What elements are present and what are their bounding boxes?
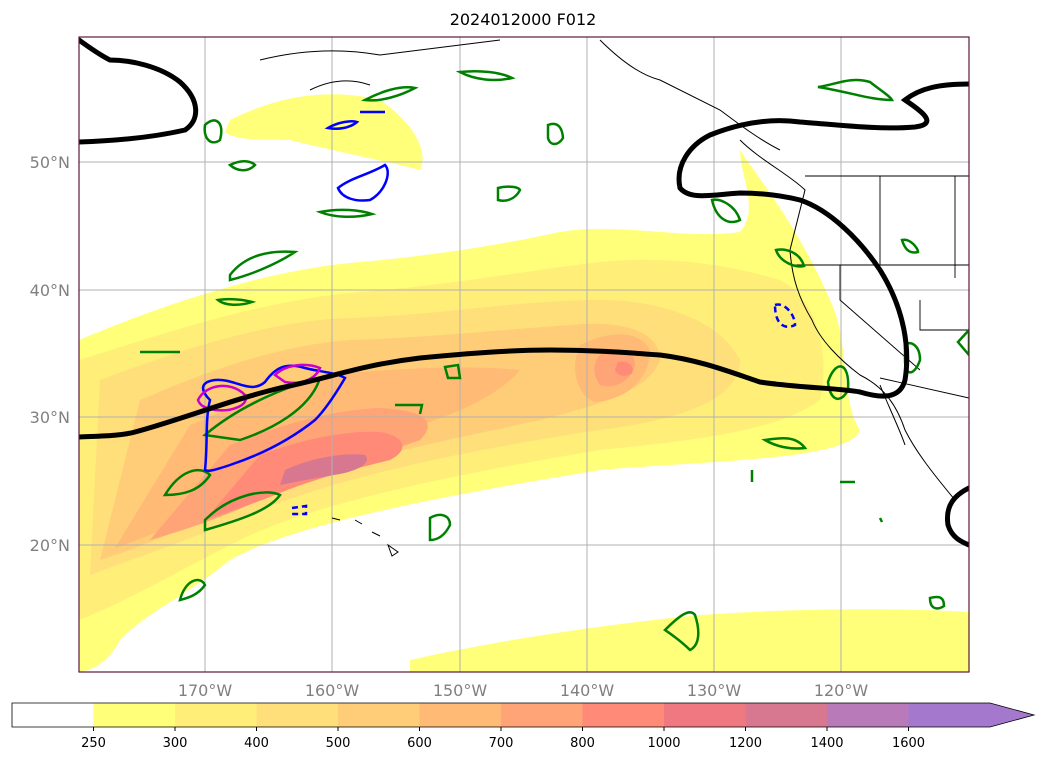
colorbar-segment <box>12 703 94 727</box>
green-contour-8 <box>546 122 565 146</box>
colorbar-segment <box>582 703 665 727</box>
magenta-contour-1 <box>196 384 248 412</box>
lat-label-20n: 20°N <box>30 536 70 555</box>
blue-contour-1 <box>201 364 347 473</box>
latitude-labels: 50°N 40°N 30°N 20°N <box>30 153 70 555</box>
green-contour-16 <box>900 238 920 254</box>
green-contour-14 <box>428 513 452 542</box>
canada-coast <box>739 139 806 251</box>
colorbar-tick-label: 800 <box>570 736 595 751</box>
lon-label-170w: 170°W <box>178 681 233 700</box>
colorbar-segment <box>175 703 257 727</box>
lon-label-150w: 150°W <box>433 681 488 700</box>
colorbar: 250 300 400 500 600 700 800 1000 1200 1400 1600 <box>11 702 1036 751</box>
hawaii-islands <box>331 517 399 557</box>
green-contour-19 <box>203 119 223 144</box>
lon-label-130w: 130°W <box>687 681 742 700</box>
lon-label-160w: 160°W <box>305 681 360 700</box>
green-contours <box>140 70 969 652</box>
green-contour-23 <box>215 297 257 306</box>
colorbar-tick-label: 250 <box>81 736 106 751</box>
lat-label-30n: 30°N <box>30 408 70 427</box>
green-contour-18 <box>928 595 946 610</box>
lat-label-40n: 40°N <box>30 281 70 300</box>
state-borders <box>792 176 969 399</box>
colorbar-tick-label: 600 <box>407 736 432 751</box>
green-contour-22 <box>315 208 377 218</box>
colorbar-extend-segment <box>908 703 1034 727</box>
colorbar-tick-label: 400 <box>244 736 269 751</box>
colorbar-segment <box>745 703 828 727</box>
colorbar-tick-label: 700 <box>489 736 514 751</box>
jet-contours <box>79 37 969 548</box>
colorbar-outline <box>11 702 1036 728</box>
green-contour-15 <box>817 78 895 102</box>
blue-contour-2 <box>336 163 389 202</box>
borders <box>792 175 969 399</box>
colorbar-segment <box>419 703 502 727</box>
jet-axis-main <box>79 81 969 440</box>
overlays <box>79 37 969 652</box>
colorbar-segment <box>827 703 909 727</box>
colorbar-tick-label: 300 <box>163 736 188 751</box>
colorbar-tick-label: 500 <box>326 736 351 751</box>
alaska-coast <box>259 39 781 151</box>
coastlines <box>259 39 956 557</box>
us-west-coast <box>789 249 956 501</box>
colorbar-segment <box>93 703 176 727</box>
colorbar-tick-label: 1400 <box>810 736 843 751</box>
green-contour-1 <box>162 469 212 497</box>
ivt-fill-600 <box>115 367 520 548</box>
figure-title: 2024012000 F012 <box>450 10 597 29</box>
colorbar-segment <box>338 703 420 727</box>
lon-label-140w: 140°W <box>560 681 615 700</box>
colorbar-segment <box>501 703 583 727</box>
green-contour-21 <box>227 160 257 172</box>
green-contour-2 <box>203 491 282 532</box>
lat-label-50n: 50°N <box>30 153 70 172</box>
green-contour-4 <box>228 250 299 282</box>
jet-contour-southeast <box>944 485 969 548</box>
colorbar-tick-label: 1200 <box>729 736 762 751</box>
blue-contours <box>201 110 797 516</box>
blue-contour-4 <box>773 303 797 329</box>
longitude-labels: 170°W 160°W 150°W 140°W 130°W 120°W <box>178 681 869 700</box>
colorbar-segment <box>256 703 339 727</box>
map-panel: 170°W 160°W 150°W 140°W 130°W 120°W 50°N… <box>30 36 970 700</box>
green-contour-25 <box>750 328 969 523</box>
ivt-fill-1000 <box>280 454 368 485</box>
green-contour-5 <box>178 578 207 602</box>
colorbar-tick-label: 1600 <box>892 736 925 751</box>
green-contour-6 <box>455 70 516 82</box>
lon-label-120w: 120°W <box>814 681 869 700</box>
colorbar-segment <box>664 703 746 727</box>
green-contour-12 <box>761 436 808 450</box>
ivt-fill-700b <box>594 349 635 387</box>
ivt-fill-800b <box>615 361 633 376</box>
baja-coast <box>879 384 906 446</box>
blue-contour-3 <box>324 110 385 130</box>
green-contour-9 <box>710 198 742 224</box>
green-contour-24 <box>140 350 462 415</box>
green-contour-13 <box>663 611 700 652</box>
green-contour-20 <box>360 86 419 102</box>
green-contour-7 <box>496 185 522 202</box>
colorbar-tick-label: 1000 <box>647 736 680 751</box>
jet-contour-northwest <box>79 37 199 145</box>
ivt-fill-250-south <box>410 609 969 672</box>
gridlines <box>79 37 969 672</box>
green-contour-10 <box>774 248 806 268</box>
map-frame <box>78 36 970 673</box>
